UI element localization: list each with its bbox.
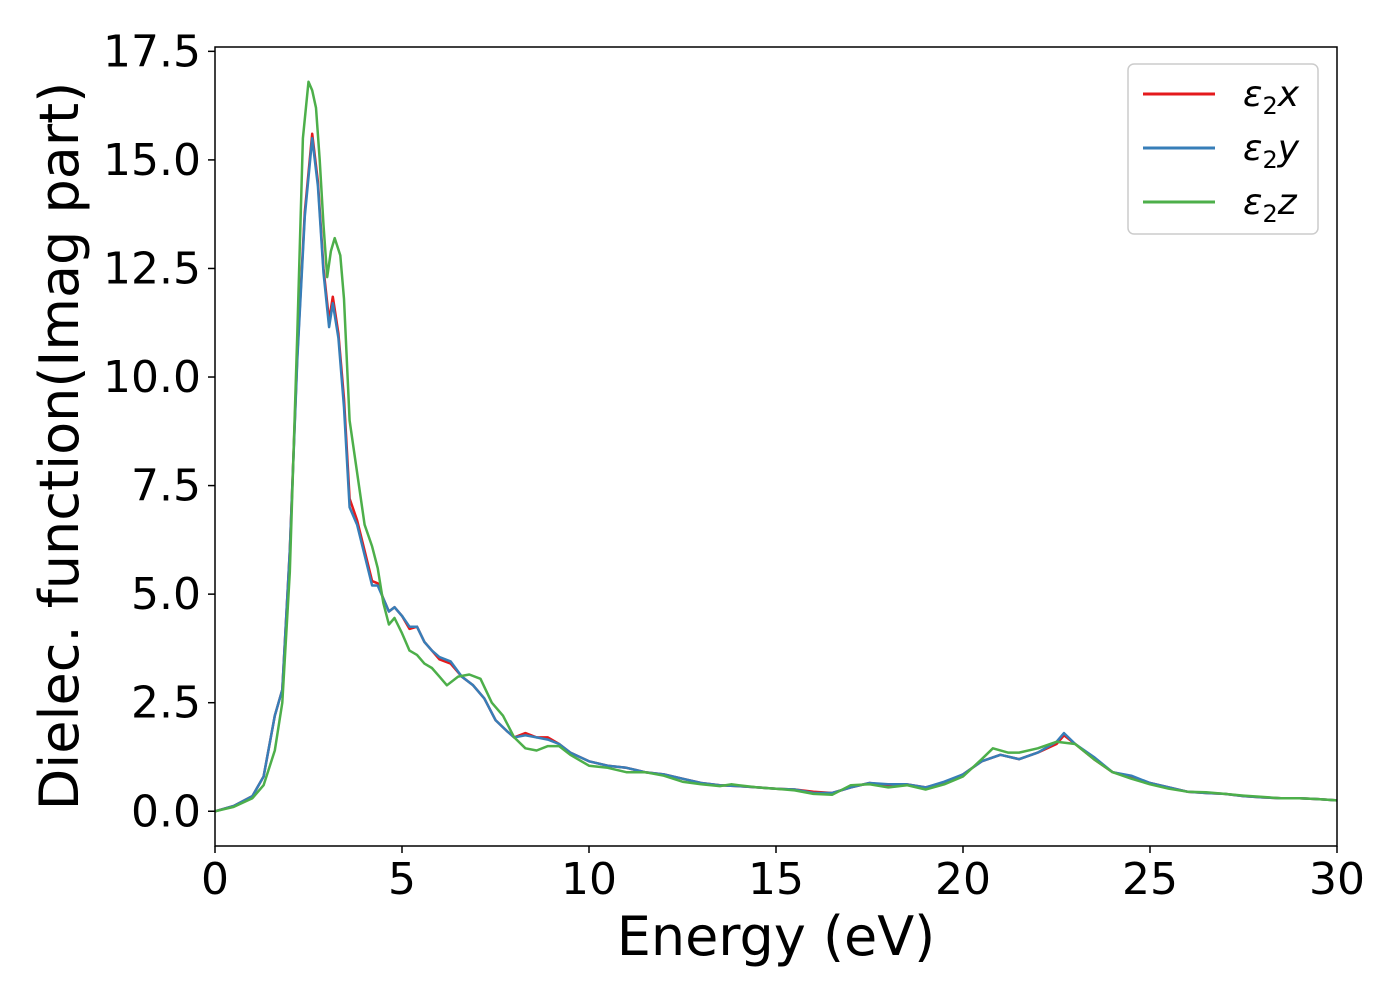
series-line-z — [214, 80, 1338, 813]
series-line-y — [214, 136, 1338, 813]
y-axis-title: Dielec. function(Imag part) — [28, 82, 91, 811]
y-tick-label: 10.0 — [103, 352, 201, 403]
x-tick-label: 20 — [935, 854, 991, 905]
x-tick-label: 30 — [1309, 854, 1365, 905]
legend-label-x: ε2x — [1243, 74, 1300, 120]
x-axis-title: Energy (eV) — [617, 905, 936, 968]
legend: ε2x ε2y ε2z — [1127, 63, 1319, 235]
series-line-x — [214, 132, 1338, 813]
legend-box — [1127, 63, 1319, 235]
legend-label-z: ε2z — [1243, 182, 1298, 228]
x-tick-label: 25 — [1122, 854, 1178, 905]
series-layer — [214, 80, 1338, 813]
legend-label-y: ε2y — [1243, 128, 1300, 174]
y-tick-label: 5.0 — [131, 569, 201, 620]
x-axis: 0 5 10 15 20 25 30 — [201, 846, 1365, 905]
y-tick-label: 0.0 — [131, 786, 201, 837]
x-tick-label: 15 — [748, 854, 804, 905]
x-tick-label: 0 — [201, 854, 229, 905]
y-tick-label: 17.5 — [103, 26, 201, 77]
y-tick-label: 12.5 — [103, 243, 201, 294]
x-tick-label: 5 — [388, 854, 416, 905]
x-tick-label: 10 — [561, 854, 617, 905]
y-tick-label: 7.5 — [131, 461, 201, 512]
y-axis: 0.0 2.5 5.0 7.5 10.0 12.5 15.0 17.5 — [103, 26, 215, 837]
y-tick-label: 15.0 — [103, 135, 201, 186]
y-tick-label: 2.5 — [131, 678, 201, 729]
